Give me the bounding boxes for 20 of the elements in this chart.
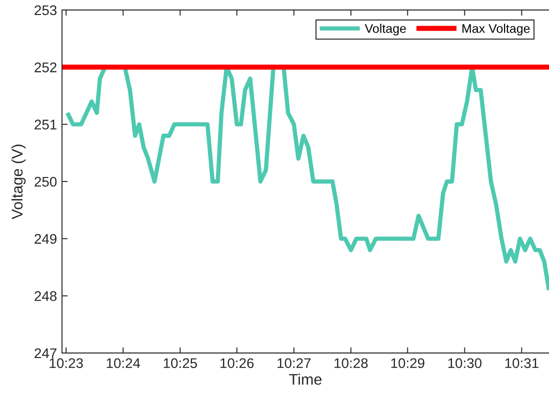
x-tick-label: 10:30 — [448, 358, 482, 368]
y-tick-label: 252 — [34, 62, 56, 72]
y-tick-label: 250 — [34, 176, 57, 187]
x-tick-label: 10:27 — [278, 358, 311, 368]
y-tick-label: 253 — [34, 5, 57, 16]
x-tick-label: 10:24 — [106, 358, 140, 368]
y-tick-label: 247 — [34, 348, 56, 358]
x-tick-label: 10:26 — [220, 358, 254, 368]
legend-label: Voltage — [364, 24, 406, 36]
legend-label: Max Voltage — [462, 24, 530, 36]
x-axis-title: Time — [289, 374, 322, 385]
x-tick-label: 10:31 — [505, 358, 538, 368]
x-tick-label: 10:28 — [334, 358, 368, 368]
x-tick-label: 10:29 — [391, 358, 424, 368]
y-axis-title: Voltage (V) — [11, 144, 26, 220]
y-tick-label: 249 — [34, 234, 56, 244]
x-tick-label: 10:25 — [164, 358, 197, 368]
x-tick-label: 10:23 — [50, 358, 83, 368]
y-tick-label: 251 — [34, 120, 56, 130]
y-tick-label: 248 — [34, 291, 57, 302]
